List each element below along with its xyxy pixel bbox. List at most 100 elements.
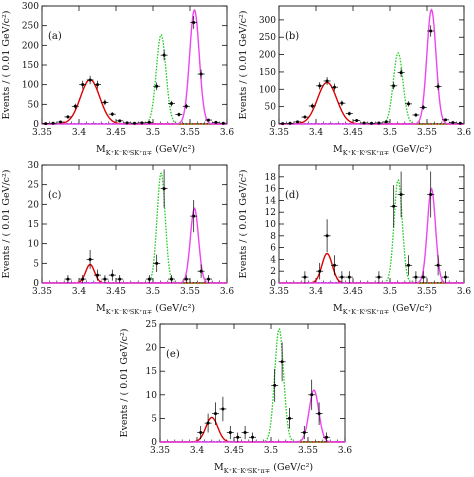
data-point — [66, 277, 70, 281]
x-tick-label: 3.4 — [72, 128, 87, 138]
data-point — [325, 79, 329, 83]
y-axis-label: Events / ( 0.01 GeV/c²) — [238, 170, 249, 279]
data-point — [318, 84, 322, 88]
panel-label: (d) — [285, 190, 299, 201]
data-point — [414, 275, 418, 279]
chart-svg: 3.35 3.4 3.45 3.5 3.55 3.6 0 50 100 150 200 250 300 (… — [1, 2, 235, 157]
y-tick-label: 300 — [259, 16, 276, 26]
x-tick-label: 3.5 — [146, 287, 161, 297]
y-axis-label: Events / ( 0.01 GeV/c²) — [238, 11, 249, 120]
x-tick-label: 3.4 — [72, 287, 87, 297]
x-tick-label: 3.55 — [298, 446, 318, 456]
data-point — [96, 273, 99, 277]
chart-svg: 3.35 3.4 3.45 3.5 3.55 3.6 0 50 100 150 200 250 300 (… — [238, 5, 471, 157]
x-tick-label: 3.5 — [264, 446, 279, 456]
data-point — [170, 102, 173, 106]
y-tick-label: 250 — [22, 22, 39, 32]
y-tick-label: 100 — [259, 85, 276, 95]
y-tick-label: 0 — [151, 438, 157, 448]
data-point — [155, 261, 159, 265]
data-point — [317, 412, 321, 416]
x-tick-label: 3.55 — [417, 128, 437, 138]
x-tick-label: 3.45 — [343, 287, 363, 297]
data-point — [280, 360, 284, 364]
data-point — [296, 120, 299, 124]
data-point — [88, 257, 92, 261]
x-tick-label: 3.6 — [338, 446, 353, 456]
panel-label: (c) — [48, 190, 62, 201]
data-point — [118, 119, 122, 123]
data-point — [162, 53, 166, 57]
data-point — [407, 102, 410, 106]
x-axis-label: MK⁺K⁻K⁰SK⁺π∓ (GeV/c²) — [96, 303, 195, 316]
data-point — [155, 84, 159, 88]
fit-curve — [42, 8, 227, 125]
data-point — [170, 277, 173, 281]
x-tick-label: 3.45 — [224, 446, 244, 456]
data-point — [421, 275, 425, 279]
x-tick-label: 3.35 — [150, 446, 170, 456]
y-tick-label: 30 — [28, 161, 40, 171]
x-tick-label: 3.4 — [190, 446, 205, 456]
data-point — [44, 122, 48, 126]
data-point — [347, 112, 351, 116]
data-point — [302, 431, 306, 435]
y-tick-label: 10 — [265, 220, 277, 230]
data-point — [103, 277, 107, 281]
panel-label: (b) — [285, 31, 299, 42]
plot-frame — [41, 164, 228, 284]
x-tick-label: 3.5 — [383, 287, 398, 297]
y-tick-label: 6 — [270, 244, 276, 254]
data-point — [118, 277, 122, 281]
x-tick-label: 3.35 — [32, 128, 52, 138]
data-point — [236, 435, 240, 439]
data-point — [436, 85, 440, 89]
data-point — [221, 407, 225, 411]
data-point — [318, 269, 322, 273]
y-tick-label: 50 — [28, 100, 40, 110]
data-point — [251, 435, 254, 439]
y-tick-label: 12 — [265, 208, 276, 218]
data-point — [125, 121, 129, 125]
fit-curve — [279, 81, 464, 125]
y-tick-label: 18 — [265, 173, 277, 183]
data-point — [199, 72, 203, 76]
data-point — [192, 214, 196, 218]
x-tick-label: 3.45 — [106, 128, 126, 138]
panel-label: (e) — [166, 349, 180, 360]
panel-e: 3.35 3.4 3.45 3.5 3.55 3.6 0 5 10 15 20 25 (e) Events… — [118, 318, 355, 476]
y-tick-label: 5 — [151, 414, 157, 424]
y-tick-label: 14 — [265, 196, 277, 206]
y-tick-label: 200 — [259, 51, 276, 61]
data-point — [333, 263, 336, 267]
data-point — [81, 83, 85, 87]
y-tick-label: 150 — [259, 68, 276, 78]
plot-frame — [159, 323, 346, 443]
data-point — [206, 421, 210, 425]
fit-curve — [279, 187, 464, 284]
data-point — [370, 121, 373, 125]
data-point — [66, 115, 70, 119]
data-point — [333, 85, 336, 89]
x-tick-label: 3.6 — [220, 128, 235, 138]
data-point — [347, 275, 351, 279]
data-point — [414, 113, 418, 117]
data-point — [340, 101, 344, 105]
data-point — [407, 263, 410, 267]
data-point — [103, 100, 107, 104]
data-point — [377, 275, 381, 279]
y-tick-label: 250 — [259, 33, 276, 43]
data-point — [429, 29, 433, 33]
x-tick-label: 3.45 — [106, 287, 126, 297]
y-tick-label: 150 — [22, 61, 39, 71]
y-tick-label: 10 — [146, 391, 158, 401]
data-point — [310, 393, 314, 397]
data-point — [288, 416, 291, 420]
data-point — [303, 115, 307, 119]
y-tick-label: 4 — [270, 255, 276, 265]
y-axis-label: Events / ( 0.01 GeV/c²) — [119, 329, 130, 438]
data-point — [436, 263, 440, 267]
x-axis-label: MK⁺K⁻K⁰SK⁺π∓ (GeV/c²) — [214, 462, 313, 475]
